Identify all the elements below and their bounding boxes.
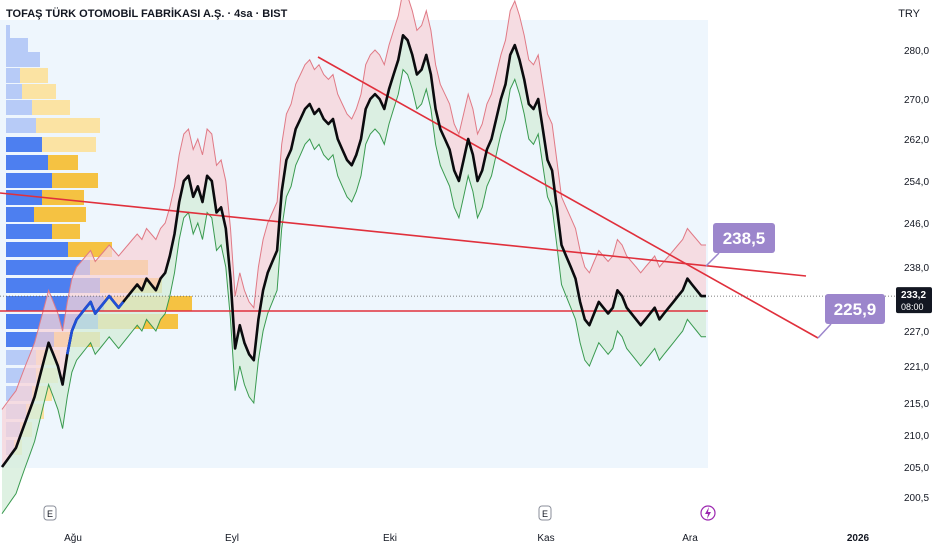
volume-profile-bar-8 [6, 155, 48, 170]
y-tick-label: 215,0 [904, 399, 929, 410]
y-tick-label: 270,0 [904, 95, 929, 106]
price-tag [896, 287, 932, 314]
callout-label-0: 238,5 [723, 229, 766, 248]
y-tick-label: 205,0 [904, 463, 929, 474]
volume-profile-bar-ext-13 [68, 242, 112, 257]
resistance-band-fill [2, 0, 706, 467]
volume-profile-bar-ext-4 [22, 84, 56, 99]
volume-profile-bar-2 [6, 52, 18, 67]
lightning-icon [705, 507, 711, 519]
y-tick-label: 227,0 [904, 327, 929, 338]
currency-label: TRY [898, 8, 920, 20]
volume-profile-bar-11 [6, 207, 34, 222]
x-tick-label: Ara [682, 533, 698, 544]
volume-profile-bar-7 [6, 137, 42, 152]
volume-profile-bar-13 [6, 242, 68, 257]
volume-profile-bar-1 [6, 38, 14, 53]
descending-trend-line [317, 56, 819, 339]
volume-profile-bar-ext-11 [34, 207, 86, 222]
volume-profile-bar-4 [6, 84, 22, 99]
y-tick-label: 210,0 [904, 431, 929, 442]
volume-profile-bar-ext-3 [20, 68, 48, 83]
volume-profile-bar-6 [6, 118, 36, 133]
x-tick-label: 2026 [847, 533, 870, 544]
callout-label-1: 225,9 [834, 300, 877, 319]
earnings-marker-1 [538, 505, 552, 521]
resistance-band-line [1, 0, 706, 410]
x-tick-label: Kas [537, 533, 554, 544]
volume-profile-bar-ext-12 [52, 224, 80, 239]
volume-profile-bar-ext-5 [32, 100, 70, 115]
support-band-fill [2, 35, 706, 514]
volume-profile-bar-9 [6, 173, 52, 188]
callout-box-0 [713, 223, 775, 253]
plot-background [0, 20, 708, 468]
callout-pointer-1 [817, 323, 832, 339]
x-tick-label: Ağu [64, 533, 82, 544]
chart-title: TOFAŞ TÜRK OTOMOBİL FABRİKASI A.Ş. · 4sa… [6, 8, 288, 20]
x-tick-label: Eki [383, 533, 397, 544]
callout-pointer-0 [705, 252, 720, 267]
y-tick-label: 246,0 [904, 219, 929, 230]
volume-profile-bar-ext-7 [42, 137, 96, 152]
volume-profile-bar-14 [6, 260, 90, 275]
y-tick-label: 254,0 [904, 177, 929, 188]
volume-profile-bar-ext-1 [14, 38, 28, 53]
y-tick-label: 200,5 [904, 493, 929, 504]
price-tag-countdown: 08:00 [901, 302, 924, 312]
earnings-marker-label-1: E [542, 509, 548, 519]
y-tick-label: 262,0 [904, 135, 929, 146]
earnings-marker-label-0: E [47, 509, 53, 519]
x-tick-label: Eyl [225, 533, 239, 544]
y-tick-label: 221,0 [904, 362, 929, 373]
y-tick-label: 238,0 [904, 263, 929, 274]
volume-profile-bar-5 [6, 100, 32, 115]
volume-profile-bar-ext-8 [48, 155, 78, 170]
volume-profile-bar-0 [6, 25, 10, 40]
volume-profile-bar-ext-2 [18, 52, 40, 67]
volume-profile-bar-3 [6, 68, 20, 83]
support-band-line [1, 68, 706, 514]
volume-profile-bar-12 [6, 224, 52, 239]
price-tag-value: 233,2 [901, 290, 926, 301]
price-line-highlight [66, 294, 125, 355]
y-tick-label: 280,0 [904, 46, 929, 57]
earnings-marker-0 [43, 505, 57, 521]
volume-profile-bar-ext-9 [52, 173, 98, 188]
callout-box-1 [825, 294, 885, 324]
volume-profile-bar-ext-6 [36, 118, 100, 133]
upper-trend-line [0, 192, 807, 277]
